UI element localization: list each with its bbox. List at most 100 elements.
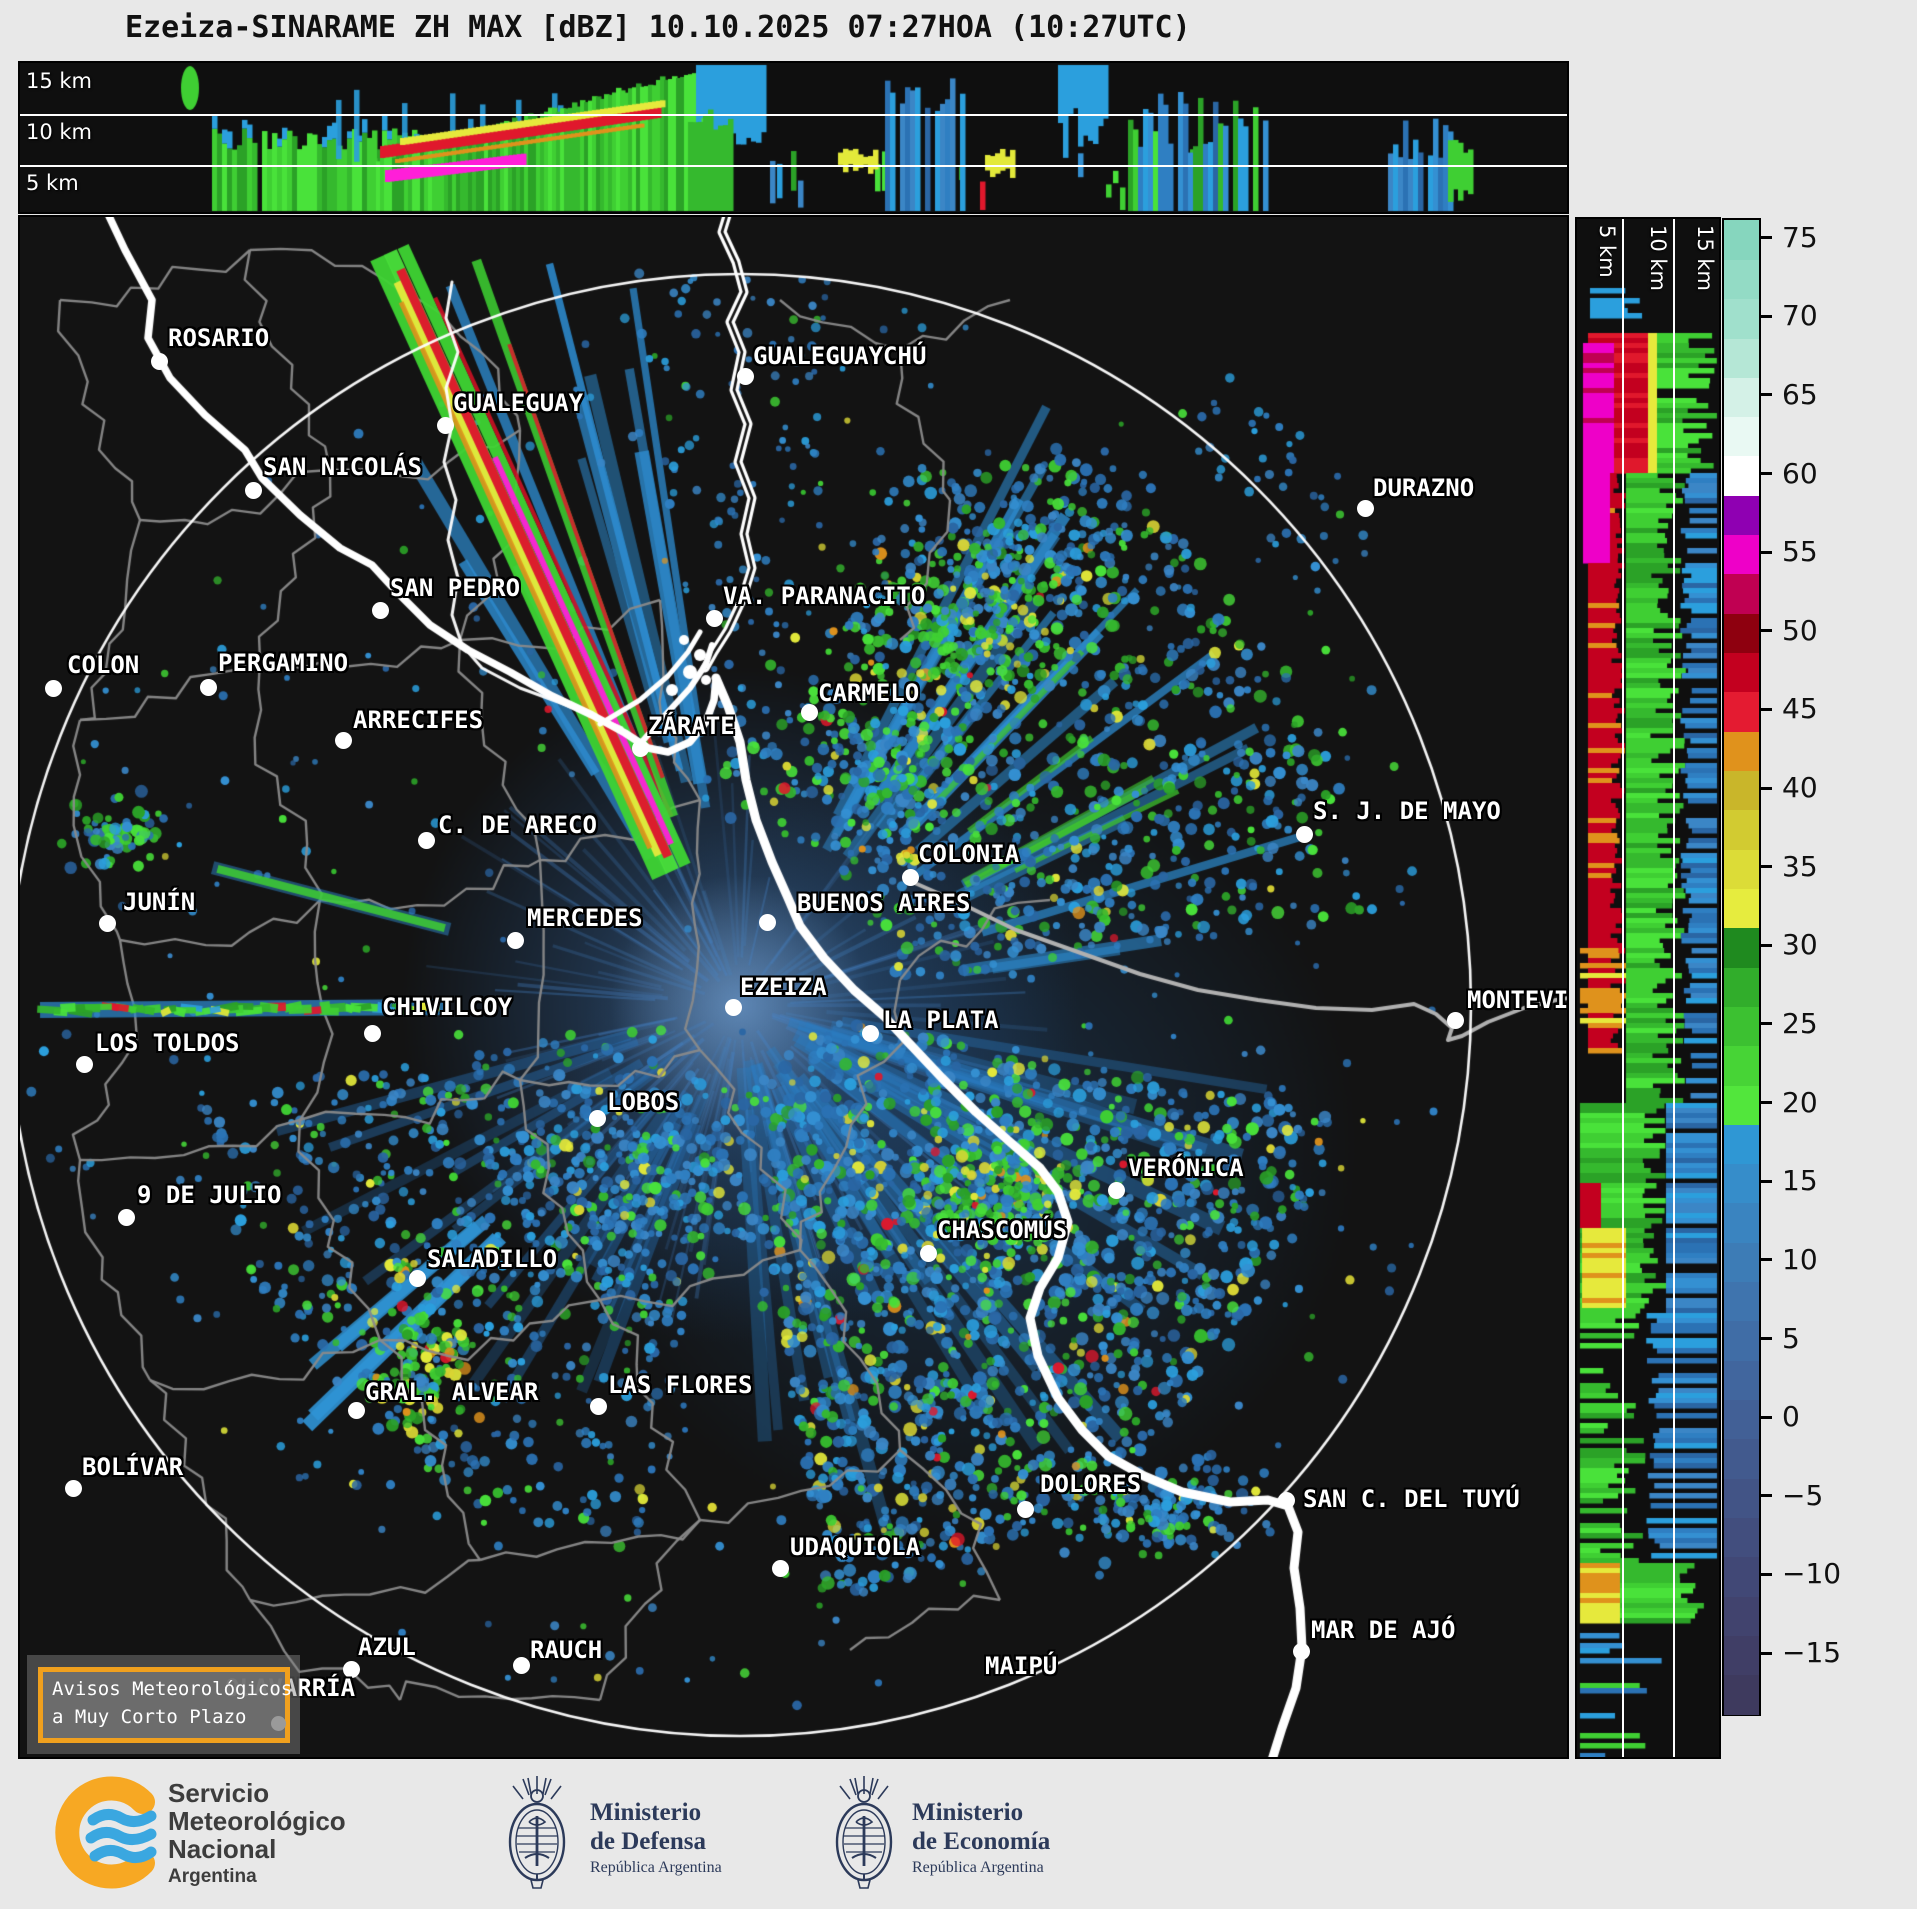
colorbar-segment <box>1724 1242 1759 1283</box>
city-dot <box>418 832 435 849</box>
colorbar-segment <box>1724 888 1759 929</box>
colorbar-segment <box>1724 337 1759 378</box>
colorbar-tick-label: −10 <box>1782 1557 1842 1591</box>
page-title: Ezeiza-SINARAME ZH MAX [dBZ] 10.10.2025 … <box>125 10 1191 45</box>
colorbar-tick <box>1759 314 1772 318</box>
city-dot <box>245 482 262 499</box>
colorbar-tick <box>1759 393 1772 397</box>
colorbar-segment <box>1724 1084 1759 1125</box>
city-dot <box>1357 500 1374 517</box>
smn-logo-icon <box>55 1776 157 1889</box>
city-dot <box>76 1056 93 1073</box>
city-label: CHIVILCOY <box>382 993 513 1021</box>
warning-box: Avisos Meteorológicos a Muy Corto Plazo <box>38 1667 293 1743</box>
city-dot <box>772 1560 789 1577</box>
city-dot <box>45 680 62 697</box>
colorbar-segment <box>1724 1399 1759 1440</box>
colorbar-tick <box>1759 865 1772 869</box>
colorbar-tick-label: 30 <box>1782 928 1818 962</box>
city-label: COLONIA <box>918 840 1020 868</box>
colorbar-tick-label: −5 <box>1782 1478 1824 1512</box>
city-dot <box>437 417 454 434</box>
colorbar-segment <box>1724 534 1759 575</box>
city-label: AZUL <box>358 1633 416 1661</box>
altitude-gridline <box>1673 219 1675 1757</box>
colorbar-segment <box>1724 809 1759 850</box>
city-label: C. DE ARECO <box>438 811 597 839</box>
city-dot <box>513 1657 530 1674</box>
coat-of-arms-icon <box>835 1776 893 1889</box>
colorbar-tick-label: 45 <box>1782 692 1818 726</box>
colorbar-tick <box>1759 1651 1772 1655</box>
colorbar-tick <box>1759 1337 1772 1340</box>
city-dot <box>364 1025 381 1042</box>
city-label: ROSARIO <box>168 324 270 352</box>
city-label: LOS TOLDOS <box>95 1029 240 1057</box>
city-dot <box>1293 1643 1310 1660</box>
radar-map-canvas <box>20 217 1567 1757</box>
colorbar-tick <box>1759 1101 1772 1105</box>
altitude-gridline <box>1719 219 1721 1757</box>
colorbar-segment <box>1724 1163 1759 1204</box>
city-label: LAS FLORES <box>608 1371 753 1399</box>
altitude-label: 5 km <box>26 171 79 195</box>
defensa-text: Ministerio de Defensa República Argentin… <box>590 1798 722 1877</box>
smn-sub: Argentina <box>168 1866 257 1887</box>
economia-line-1: Ministerio <box>912 1799 1024 1826</box>
city-dot <box>507 932 524 949</box>
colorbar-segment <box>1724 927 1759 968</box>
city-label: MERCEDES <box>527 904 643 932</box>
city-dot <box>902 869 919 886</box>
city-dot <box>118 1209 135 1226</box>
colorbar-tick-label: 55 <box>1782 535 1818 569</box>
colorbar-tick-label: 25 <box>1782 1006 1818 1040</box>
colorbar-tick <box>1759 629 1772 633</box>
colorbar-tick <box>1759 1572 1772 1576</box>
colorbar-segment <box>1724 849 1759 889</box>
colorbar-segment <box>1724 1045 1759 1086</box>
colorbar-tick-label: 0 <box>1782 1400 1800 1434</box>
city-label: SALADILLO <box>427 1245 558 1273</box>
colorbar-tick-label: 50 <box>1782 613 1818 647</box>
city-dot <box>1447 1012 1464 1029</box>
colorbar-tick <box>1759 707 1772 711</box>
altitude-label: 15 km <box>1693 225 1717 292</box>
city-dot <box>590 1398 607 1415</box>
smn-logo <box>55 1772 160 1896</box>
city-dot <box>1108 1182 1125 1199</box>
warning-box-dot <box>271 1716 286 1731</box>
city-dot <box>725 999 742 1016</box>
colorbar-tick <box>1759 1494 1772 1498</box>
colorbar-tick <box>1759 1258 1772 1262</box>
city-dot <box>343 1661 360 1678</box>
smn-line-1: Servicio <box>168 1778 270 1808</box>
city-dot <box>151 353 168 370</box>
city-dot <box>737 368 754 385</box>
city-label: SAN PEDRO <box>390 574 521 602</box>
colorbar-tick <box>1759 1415 1772 1419</box>
city-label: MAIPÚ <box>985 1652 1058 1680</box>
right-cross-section-canvas <box>1577 219 1719 1757</box>
right-cross-section-panel: 5 km 10 km 15 km <box>1575 217 1721 1759</box>
altitude-label: 15 km <box>26 69 93 93</box>
altitude-gridline <box>20 165 1567 167</box>
city-label: ZÁRATE <box>648 712 735 740</box>
defensa-line-2: de Defensa <box>590 1828 706 1855</box>
colorbar-segment <box>1724 1006 1759 1047</box>
colorbar-segment <box>1724 1202 1759 1243</box>
city-label: PERGAMINO <box>218 649 349 677</box>
city-dot <box>409 1270 426 1287</box>
smn-line-3: Nacional <box>168 1834 277 1864</box>
colorbar-segment <box>1724 652 1759 693</box>
city-label: BUENOS AIRES <box>797 889 971 917</box>
colorbar-segment <box>1724 1596 1759 1636</box>
city-dot <box>632 740 649 757</box>
city-label: DOLORES <box>1040 1470 1142 1498</box>
city-dot <box>920 1245 937 1262</box>
city-dot <box>1296 826 1313 843</box>
city-dot <box>801 704 818 721</box>
smn-logo-text: Servicio Meteorológico Nacional Argentin… <box>168 1779 346 1888</box>
city-dot <box>1017 1501 1034 1518</box>
colorbar-tick <box>1759 943 1772 947</box>
warning-line-1: Avisos Meteorológicos <box>52 1678 293 1700</box>
